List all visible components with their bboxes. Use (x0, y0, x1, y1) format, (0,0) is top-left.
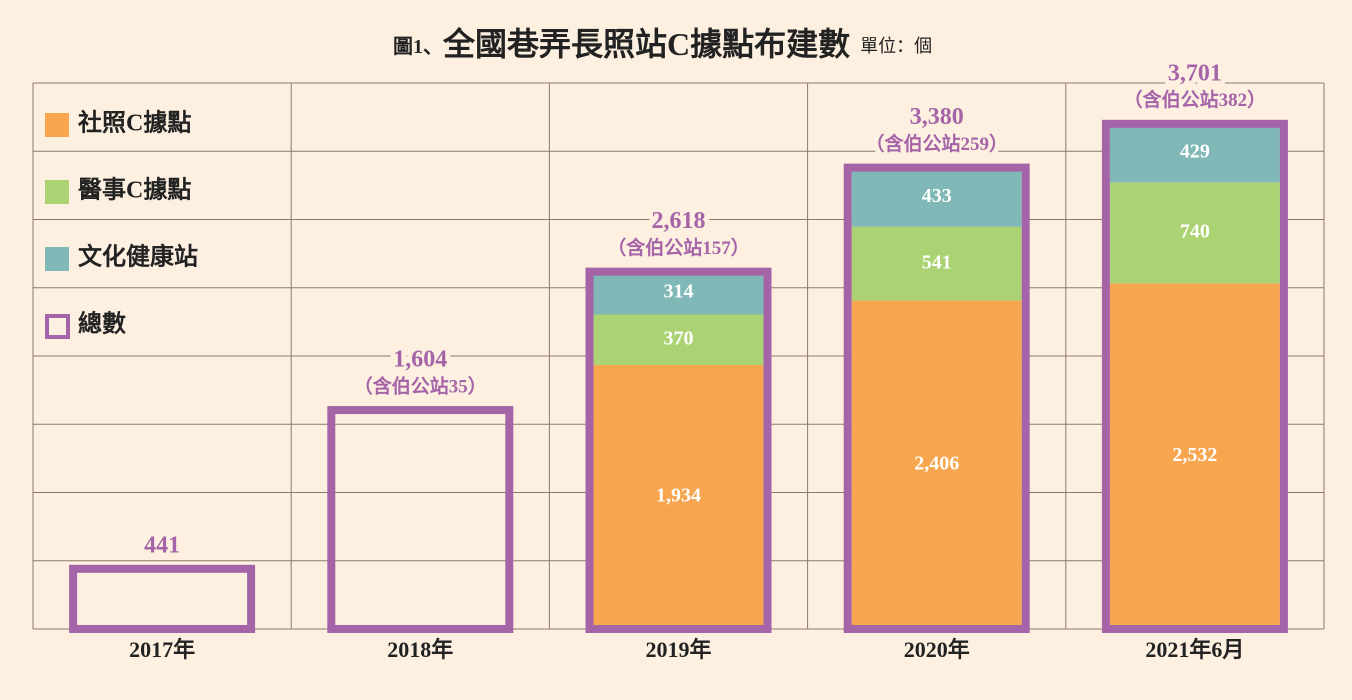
total-label: 3,380 (910, 104, 964, 130)
x-tick-label: 2018年 (387, 637, 453, 662)
x-tick-label: 2021年6月 (1145, 637, 1244, 662)
segment-label: 314 (664, 281, 694, 303)
unit: 單位：個 (860, 36, 932, 56)
legend-swatch (45, 113, 69, 137)
segment-label: 2,532 (1172, 444, 1217, 466)
total-note: （含伯公站259） (865, 132, 1008, 155)
bar-segment (851, 167, 1022, 227)
total-outline (843, 163, 1030, 633)
total-note: （含伯公站382） (1124, 88, 1267, 111)
bar-segment (1109, 123, 1280, 183)
x-tick-label: 2019年 (645, 637, 711, 662)
legend-label: 醫事C據點 (78, 177, 191, 204)
chart-title: 圖1、全國巷弄長照站C據點布建數 單位：個 (393, 26, 932, 62)
total-note: （含伯公站35） (354, 374, 487, 397)
x-tick-label: 2020年 (904, 637, 970, 662)
total-outline (585, 267, 772, 633)
bar-segment (1109, 182, 1280, 284)
title-prefix: 圖1、 (393, 35, 443, 58)
segment-label: 1,934 (656, 485, 701, 507)
legend-label: 總數 (78, 310, 126, 338)
segment-label: 2,406 (914, 452, 959, 474)
total-outline (1101, 119, 1288, 633)
total-label: 2,618 (652, 208, 706, 234)
legend-label: 文化健康站 (78, 243, 198, 271)
segment-label: 740 (1180, 220, 1210, 242)
bar-segment (1109, 283, 1280, 629)
total-outline (69, 564, 256, 634)
total-label: 1,604 (393, 347, 447, 373)
total-label: 3,701 (1168, 60, 1222, 86)
total-label: 441 (144, 532, 180, 558)
bar-segment (851, 226, 1022, 301)
total-note: （含伯公站157） (607, 236, 750, 259)
segment-label: 370 (664, 327, 694, 349)
marks: 2017年 441 2018年 1,604（含伯公站35） 2019年 1,934 370 3… (69, 55, 1288, 662)
legend-label: 社照C據點 (78, 109, 191, 137)
legend-swatch (45, 314, 70, 339)
bar-segment (593, 271, 764, 315)
title-main: 全國巷弄長照站C據點布建數 (442, 26, 850, 62)
segment-label: 541 (922, 251, 952, 273)
bar-segment (593, 314, 764, 366)
total-outline (327, 406, 514, 633)
segment-label: 433 (922, 185, 952, 207)
bar-segment (851, 300, 1022, 629)
bar-segment (593, 365, 764, 629)
legend-swatch (45, 180, 69, 204)
legend-swatch (45, 247, 69, 271)
segment-label: 429 (1180, 141, 1210, 163)
x-tick-label: 2017年 (129, 637, 195, 662)
